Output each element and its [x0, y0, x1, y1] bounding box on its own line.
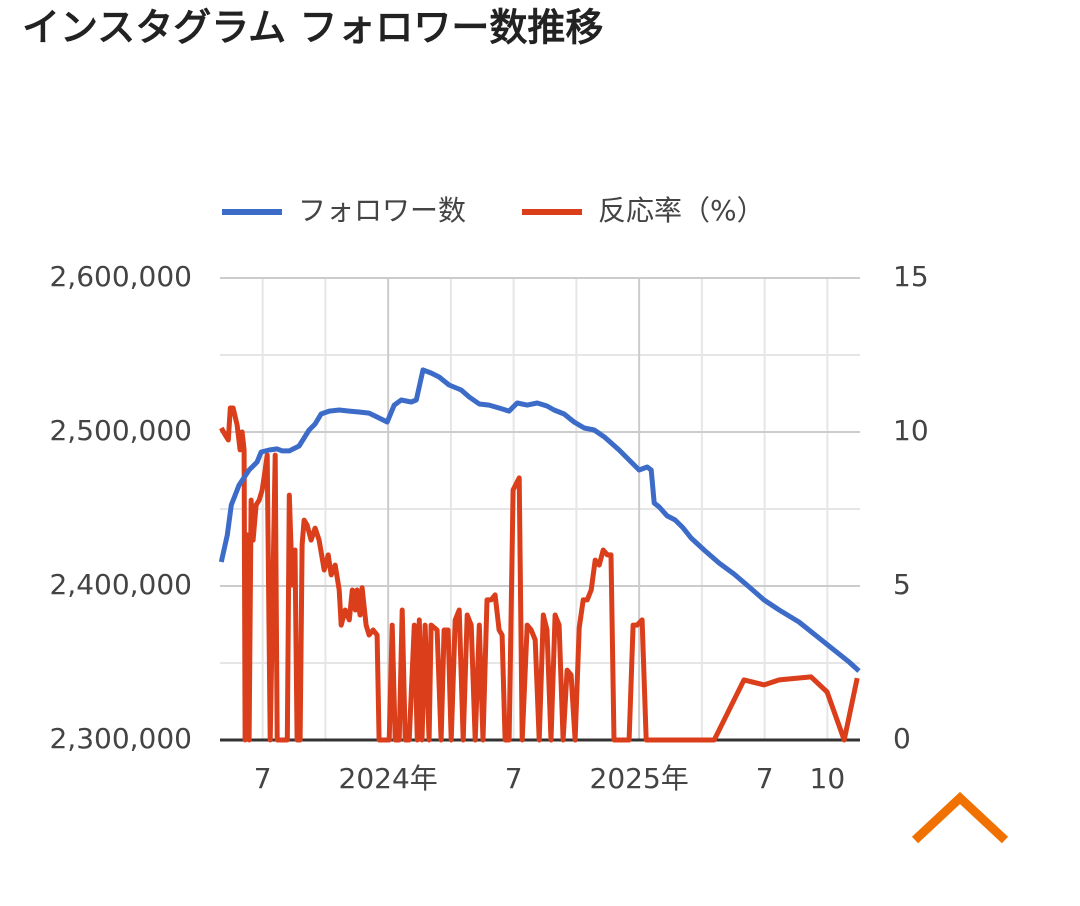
legend-label: 反応率（%）	[598, 194, 765, 227]
x-tick-label: 10	[810, 762, 846, 795]
y2-tick-label: 15	[893, 260, 929, 293]
x-tick-label: 7	[505, 762, 523, 795]
y-tick-label: 2,600,000	[49, 260, 192, 293]
y-tick-label: 2,500,000	[49, 414, 192, 447]
x-tick-label: 7	[254, 762, 272, 795]
y2-tick-label: 0	[893, 722, 911, 755]
x-tick-label: 7	[756, 762, 774, 795]
legend-label: フォロワー数	[298, 194, 466, 227]
x-tick-label: 2024年	[339, 762, 438, 795]
x-tick-label: 2025年	[590, 762, 689, 795]
y2-tick-label: 5	[893, 568, 911, 601]
scroll-top-button[interactable]	[911, 791, 1009, 844]
data-line	[219, 405, 860, 743]
y2-tick-label: 10	[893, 414, 929, 447]
chart-title: インスタグラム フォロワー数推移	[22, 6, 603, 50]
y-tick-label: 2,300,000	[49, 722, 192, 755]
y-tick-label: 2,400,000	[49, 568, 192, 601]
data-line	[218, 367, 861, 673]
